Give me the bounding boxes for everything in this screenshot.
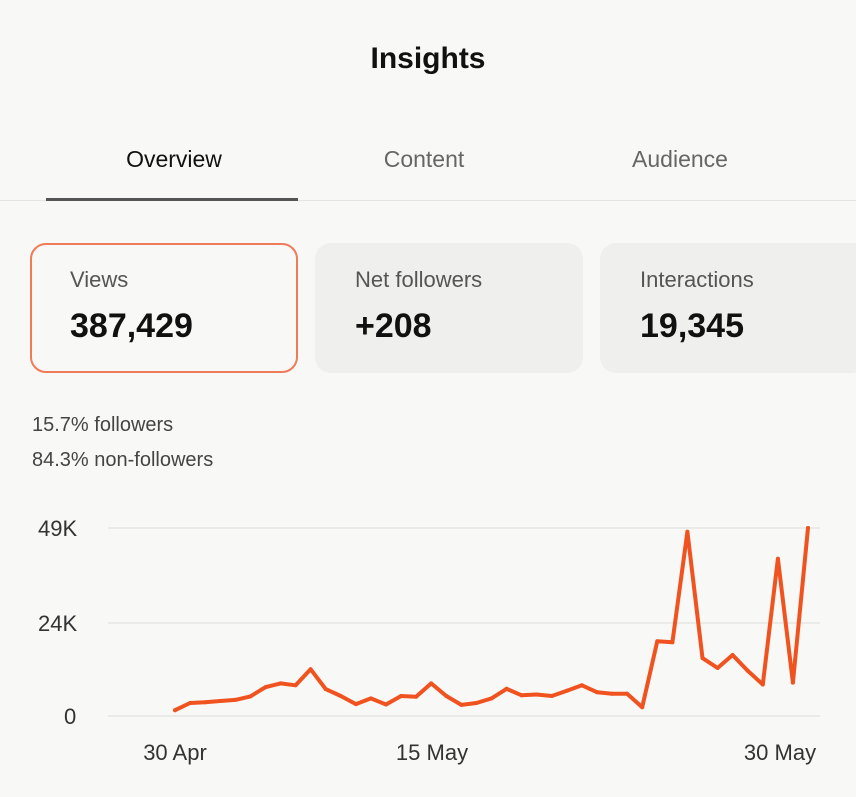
x-tick-label: 30 Apr (143, 740, 207, 765)
audience-breakdown: 15.7% followers 84.3% non-followers (32, 408, 213, 478)
metric-label: Views (70, 267, 129, 292)
data-point (293, 683, 298, 688)
data-point (760, 682, 765, 687)
metric-value: +208 (355, 307, 432, 345)
views-line-chart: 49K 24K 0 30 Apr 15 May 30 May (38, 516, 820, 765)
data-point (384, 702, 388, 707)
data-point (323, 687, 328, 692)
data-point (519, 693, 524, 698)
y-tick-label: 24K (38, 611, 77, 636)
data-point (655, 639, 660, 644)
data-point (489, 696, 494, 701)
data-point (338, 694, 343, 698)
data-point (595, 690, 599, 695)
data-point (308, 667, 313, 672)
tab-bar: Overview Content Audience (0, 128, 856, 206)
data-point (549, 694, 554, 698)
data-point (233, 697, 238, 702)
metric-card-interactions[interactable]: Interactions 19,345 (600, 243, 856, 373)
data-point (444, 694, 449, 698)
data-point (685, 529, 690, 534)
data-point (278, 681, 283, 686)
page-title: Insights (370, 42, 486, 75)
metric-label: Net followers (355, 267, 483, 292)
followers-share: 15.7% followers (32, 414, 174, 436)
metric-label: Interactions (640, 267, 754, 292)
tab-overview[interactable]: Overview (126, 146, 222, 172)
data-point (474, 701, 479, 705)
metric-card-views[interactable]: Views 387,429 (30, 243, 298, 373)
data-point (579, 683, 584, 688)
data-point (564, 688, 569, 693)
data-point (700, 656, 705, 661)
data-point (248, 694, 253, 699)
metric-value: 387,429 (70, 307, 193, 345)
data-point (640, 705, 645, 710)
data-point (188, 701, 193, 705)
data-point (504, 686, 509, 691)
data-point (263, 685, 268, 690)
tab-content[interactable]: Content (383, 146, 465, 172)
data-point (625, 691, 630, 696)
data-point (173, 708, 177, 713)
data-point (745, 668, 750, 673)
data-point (459, 702, 464, 707)
metric-card-net-followers[interactable]: Net followers +208 (315, 243, 583, 373)
views-series-points (173, 526, 810, 713)
data-point (218, 699, 223, 703)
tab-audience[interactable]: Audience (632, 146, 728, 172)
data-point (806, 526, 810, 530)
data-point (399, 694, 404, 698)
data-point (414, 694, 419, 699)
data-point (368, 696, 373, 701)
data-point (429, 681, 434, 686)
data-point (790, 680, 795, 685)
tab-divider (0, 200, 856, 201)
data-point (610, 691, 615, 696)
non-followers-share: 84.3% non-followers (32, 449, 214, 471)
data-point (775, 556, 780, 561)
data-point (730, 653, 735, 657)
views-series-line (173, 526, 810, 713)
data-point (203, 700, 208, 705)
metric-value: 19,345 (640, 307, 744, 345)
data-point (534, 692, 539, 697)
y-tick-label: 0 (64, 704, 76, 729)
x-tick-label: 15 May (396, 740, 468, 765)
x-tick-label: 30 May (744, 740, 816, 765)
active-tab-indicator (46, 198, 298, 201)
data-point (715, 666, 720, 670)
data-point (353, 702, 358, 707)
y-tick-label: 49K (38, 516, 77, 541)
data-point (670, 640, 675, 645)
